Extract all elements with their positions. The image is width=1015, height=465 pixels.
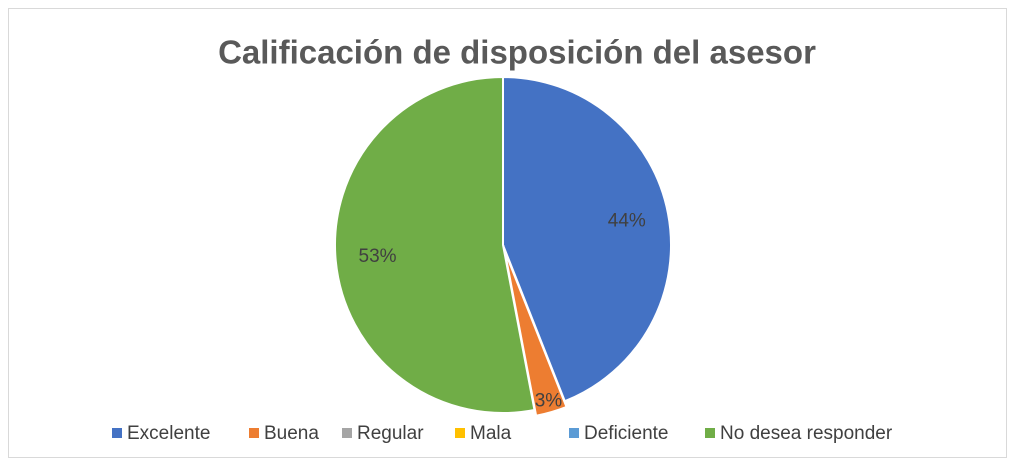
pie-slice	[503, 250, 568, 417]
pie-slice	[502, 75, 672, 403]
chart-title: Calificación de disposición del asesor	[218, 34, 816, 71]
legend-swatch	[249, 428, 259, 438]
pie-slice	[334, 75, 536, 414]
data-label: 3%	[535, 391, 563, 412]
data-label: 44%	[608, 210, 646, 231]
legend-label: Excelente	[127, 423, 210, 444]
legend-label: No desea responder	[720, 423, 893, 444]
legend-label: Deficiente	[584, 423, 669, 444]
legend-label: Mala	[470, 423, 512, 444]
legend-swatch	[112, 428, 122, 438]
legend-swatch	[455, 428, 465, 438]
legend-label: Buena	[264, 423, 319, 444]
legend-label: Regular	[357, 423, 424, 444]
legend-swatch	[569, 428, 579, 438]
legend-swatch	[342, 428, 352, 438]
data-label: 53%	[359, 246, 397, 267]
legend-swatch	[705, 428, 715, 438]
